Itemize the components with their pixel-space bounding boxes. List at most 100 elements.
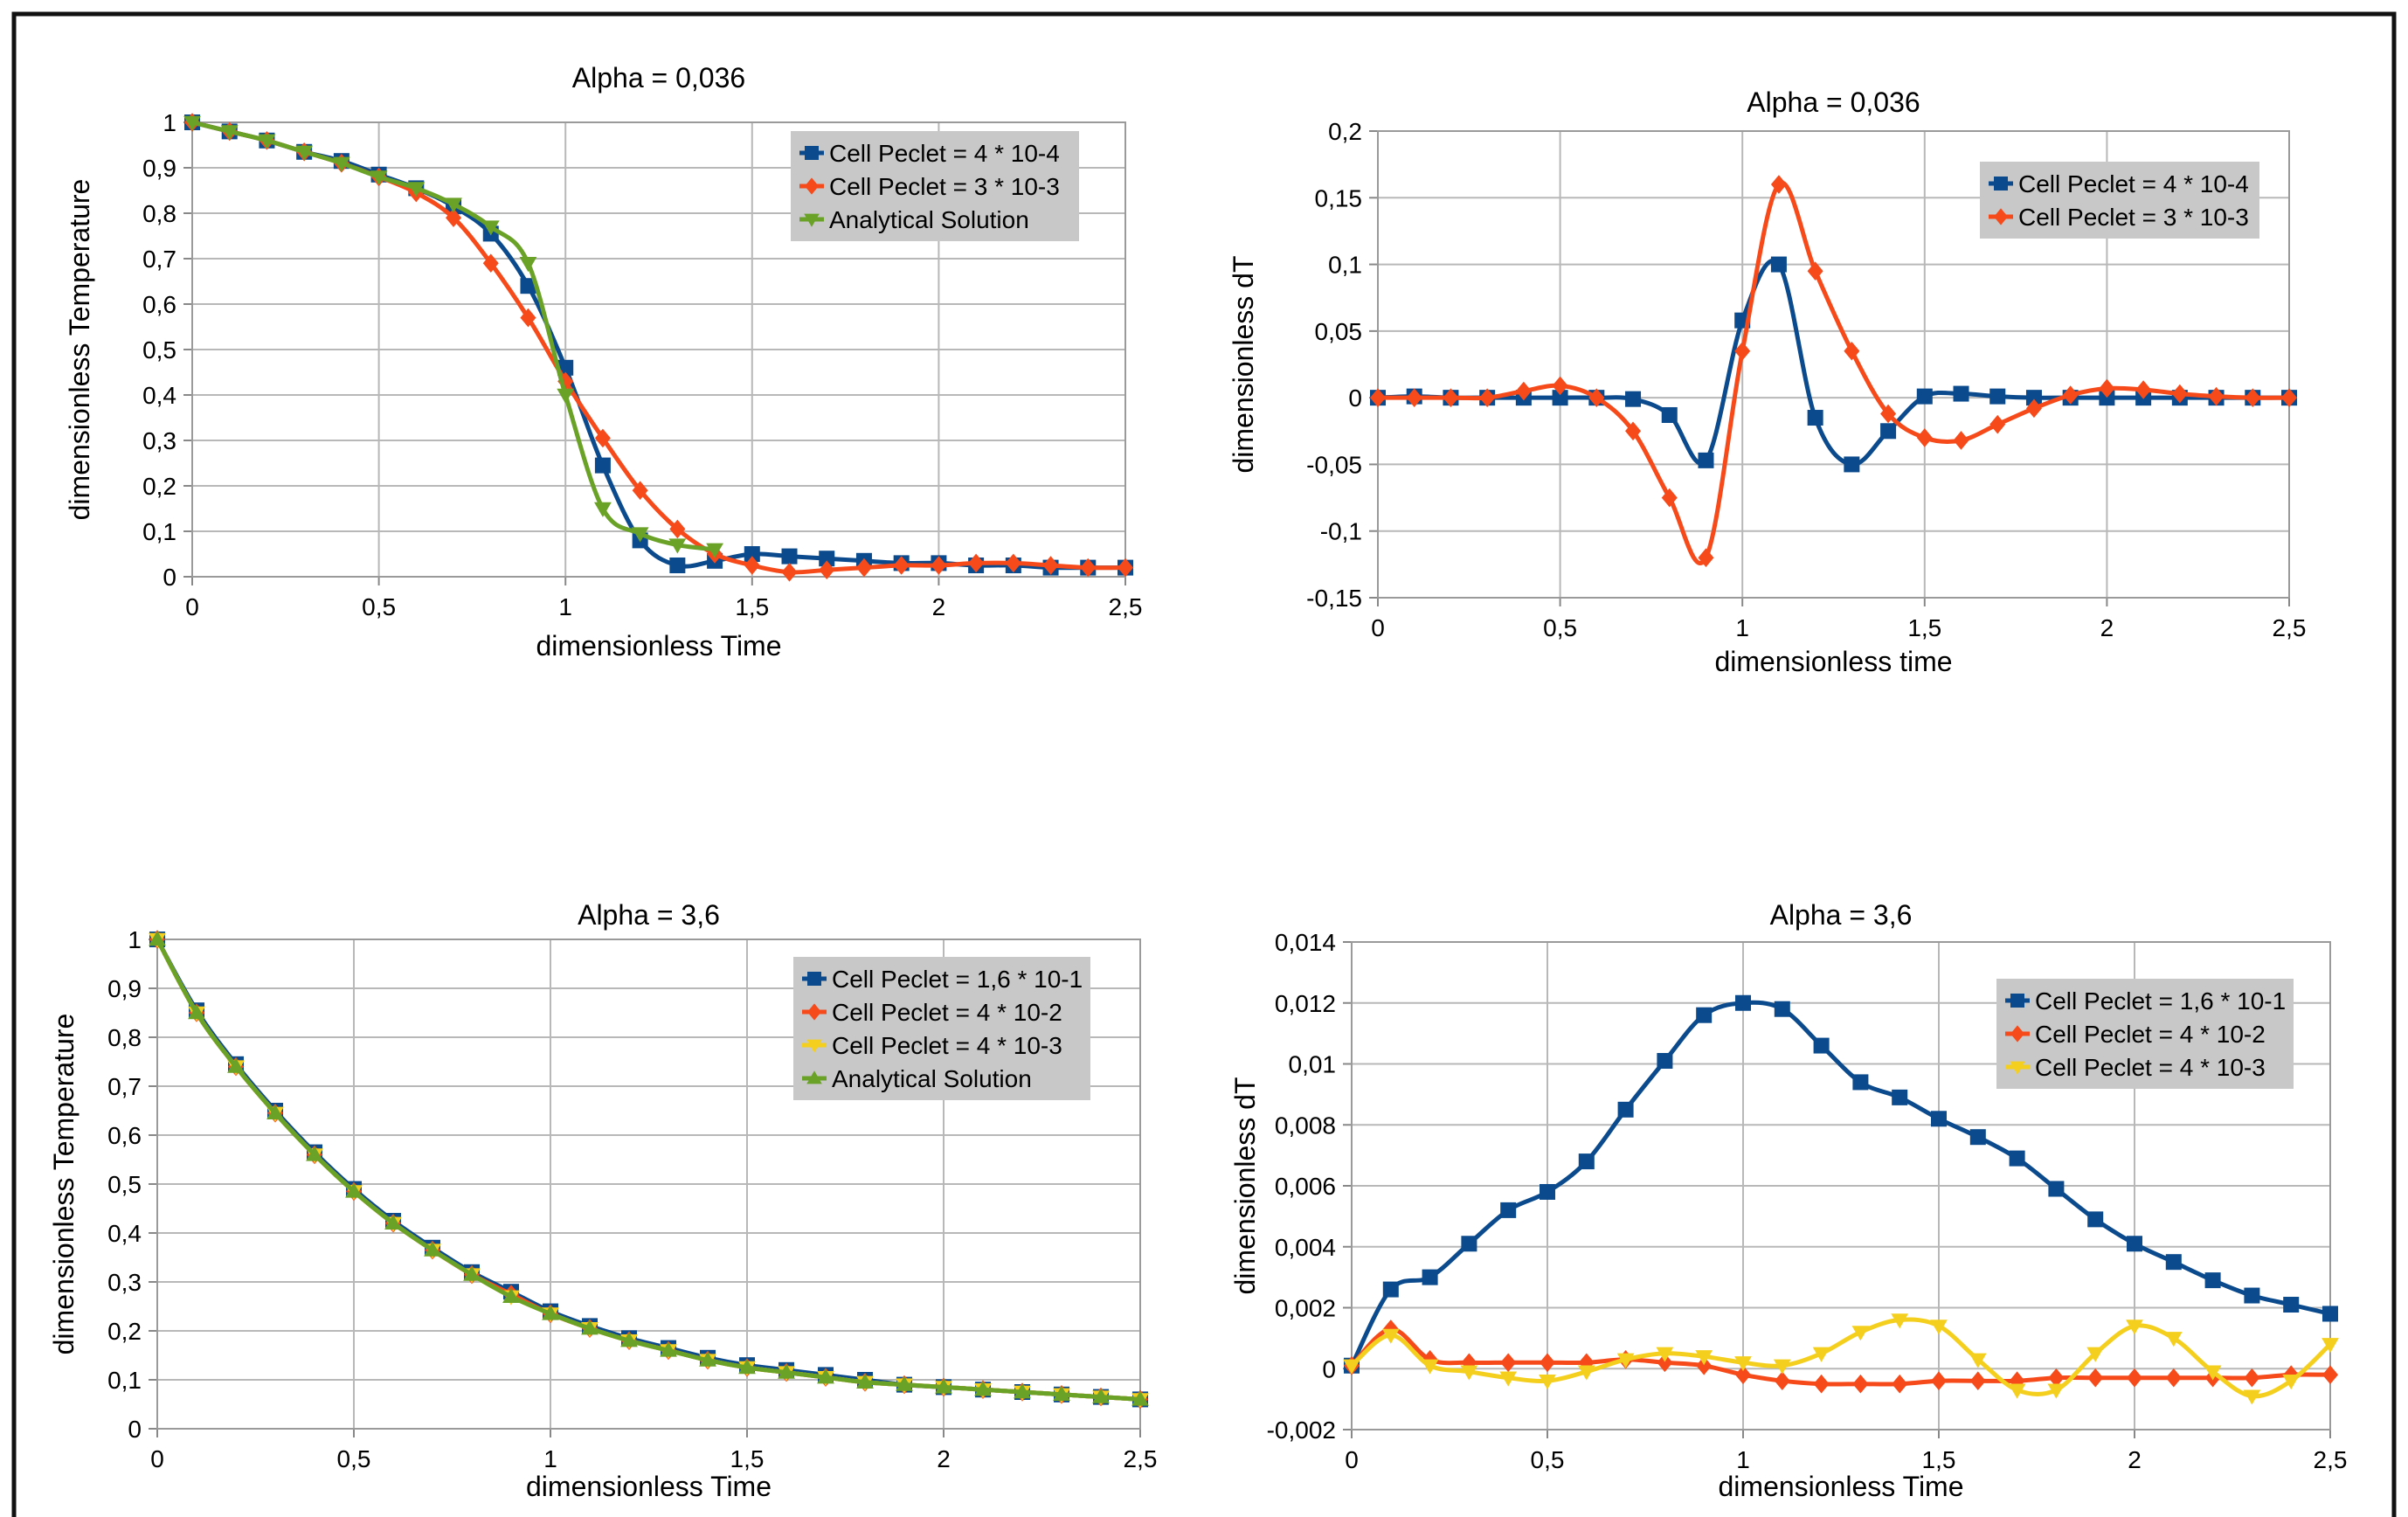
- x-axis-label: dimensionless Time: [536, 630, 782, 662]
- data-point: [1657, 1053, 1673, 1070]
- series-4: [149, 931, 1149, 1406]
- data-point: [2062, 385, 2079, 405]
- data-point: [660, 1341, 677, 1357]
- y-tick-label: 0,8: [107, 1024, 142, 1051]
- data-point: [581, 1320, 599, 1335]
- data-point: [2126, 1320, 2143, 1335]
- series-1: [1344, 994, 2338, 1374]
- data-point: [2087, 1211, 2104, 1228]
- x-tick-label: 1: [558, 593, 572, 620]
- data-point: [594, 457, 611, 474]
- data-point: [1422, 1269, 1438, 1285]
- data-point: [817, 1368, 834, 1384]
- y-tick-label: 0,008: [1275, 1112, 1336, 1139]
- data-point: [1588, 388, 1605, 407]
- y-tick-label: 0,15: [1315, 184, 1363, 211]
- data-point: [1892, 1374, 1908, 1394]
- data-point: [463, 1265, 481, 1281]
- data-point: [542, 1305, 559, 1320]
- y-tick-label: -0,1: [1320, 518, 1362, 545]
- legend: Cell Peclet = 1,6 * 10-1 Cell Peclet = 4 …: [1996, 979, 2294, 1089]
- data-point: [1460, 1365, 1478, 1381]
- data-point: [1616, 1353, 1635, 1368]
- data-point: [2025, 390, 2042, 406]
- legend-marker: [805, 177, 819, 195]
- y-tick-label: -0,002: [1267, 1417, 1336, 1444]
- data-point: [520, 278, 536, 294]
- data-point: [266, 1104, 284, 1119]
- data-point: [2025, 398, 2042, 419]
- data-point: [2243, 1389, 2261, 1405]
- data-point: [1540, 1353, 1555, 1373]
- legend-marker: [807, 972, 821, 986]
- y-tick-label: 0,6: [142, 291, 176, 318]
- data-point: [2127, 1368, 2142, 1388]
- data-point: [893, 556, 910, 575]
- data-point: [519, 257, 537, 273]
- series-line: [1377, 258, 2289, 467]
- y-tick-label: 0: [1322, 1355, 1336, 1382]
- data-point: [2208, 386, 2225, 406]
- data-point: [2008, 1383, 2026, 1399]
- plot-area: [156, 939, 1141, 1430]
- y-tick-label: 0,012: [1275, 990, 1336, 1017]
- data-point: [1696, 1007, 1713, 1023]
- data-point: [482, 253, 499, 273]
- data-point: [2048, 1368, 2065, 1388]
- data-point: [446, 208, 462, 227]
- data-point: [227, 1057, 245, 1073]
- data-point: [1930, 1320, 1948, 1335]
- data-point: [1461, 1236, 1477, 1252]
- data-point: [2322, 1338, 2339, 1354]
- y-tick-label: 1: [128, 926, 142, 953]
- data-point: [2135, 380, 2152, 399]
- data-point: [778, 1363, 795, 1379]
- y-tick-label: 0,1: [1328, 252, 1362, 279]
- y-tick-label: 0,4: [107, 1220, 142, 1247]
- data-point: [1698, 452, 1714, 468]
- data-point: [2322, 1306, 2338, 1322]
- data-point: [1916, 388, 1933, 405]
- series-3: [1343, 1313, 2339, 1405]
- y-tick-label: 0: [1348, 384, 1362, 412]
- data-point: [744, 556, 760, 575]
- y-tick-label: 0,006: [1275, 1173, 1336, 1200]
- legend-label: Cell Peclet = 3 * 10-3: [829, 173, 1060, 200]
- series-line: [191, 120, 716, 552]
- data-point: [1661, 488, 1678, 508]
- y-tick-label: 0,1: [107, 1367, 142, 1394]
- data-point: [1515, 381, 1532, 401]
- chart-title: Alpha = 3,6: [578, 899, 720, 931]
- data-point: [931, 556, 947, 575]
- data-point: [1851, 1326, 1870, 1341]
- x-tick-label: 2,5: [2273, 614, 2307, 641]
- x-tick-label: 2,5: [1109, 593, 1143, 620]
- data-point: [345, 1182, 363, 1198]
- data-point: [2009, 1150, 2025, 1167]
- y-tick-label: 0,004: [1275, 1234, 1336, 1261]
- x-tick-label: 1,5: [730, 1445, 765, 1472]
- data-point: [1773, 1359, 1791, 1375]
- legend-label: Cell Peclet = 1,6 * 10-1: [832, 966, 1083, 993]
- series-3: [183, 115, 723, 558]
- data-point: [1844, 341, 1860, 361]
- data-point: [1479, 388, 1496, 407]
- data-point: [781, 548, 798, 565]
- data-point: [1931, 1111, 1947, 1127]
- data-point: [1969, 1353, 1987, 1368]
- x-axis-label: dimensionless Time: [1719, 1471, 1964, 1502]
- chart-3: 0 0,1 0,2 0,3 0,4 0,5 0,6 0,7 0,8 0,9 1 0 0,5 1 1,5 2 2,…: [48, 899, 1157, 1502]
- data-point: [384, 1214, 402, 1230]
- data-point: [1092, 1388, 1110, 1403]
- data-point: [2281, 388, 2297, 407]
- data-point: [1880, 404, 1897, 424]
- legend-label: Cell Peclet = 4 * 10-4: [2018, 170, 2249, 197]
- data-point: [2245, 388, 2261, 407]
- data-point: [1656, 1347, 1674, 1362]
- data-point: [968, 553, 985, 573]
- series-2: [1370, 175, 2297, 568]
- legend-marker: [807, 1003, 821, 1021]
- x-tick-label: 0: [150, 1445, 164, 1472]
- data-point: [631, 527, 649, 543]
- data-point: [1443, 388, 1459, 407]
